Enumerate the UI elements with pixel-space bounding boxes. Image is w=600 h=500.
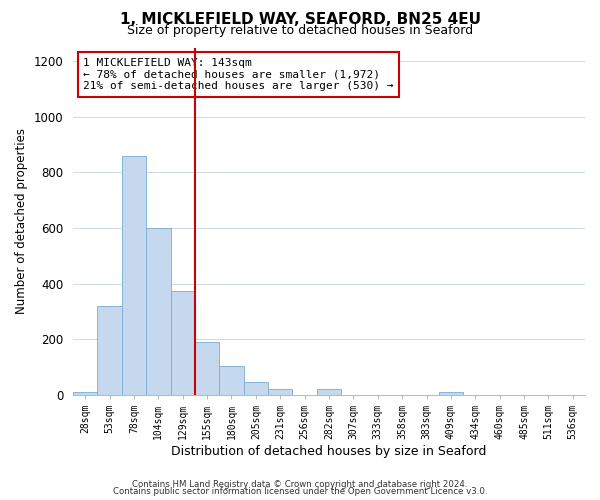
Text: 1 MICKLEFIELD WAY: 143sqm
← 78% of detached houses are smaller (1,972)
21% of se: 1 MICKLEFIELD WAY: 143sqm ← 78% of detac… [83,58,394,91]
Text: Contains public sector information licensed under the Open Government Licence v3: Contains public sector information licen… [113,488,487,496]
Y-axis label: Number of detached properties: Number of detached properties [15,128,28,314]
Text: Contains HM Land Registry data © Crown copyright and database right 2024.: Contains HM Land Registry data © Crown c… [132,480,468,489]
Bar [146,228,170,394]
Bar [317,389,341,394]
Bar [170,290,195,395]
Bar [244,382,268,394]
Bar [97,306,122,394]
Bar [122,156,146,394]
Bar [73,392,97,394]
Bar [268,389,292,394]
Text: 1, MICKLEFIELD WAY, SEAFORD, BN25 4EU: 1, MICKLEFIELD WAY, SEAFORD, BN25 4EU [119,12,481,28]
Bar [195,342,220,394]
Text: Size of property relative to detached houses in Seaford: Size of property relative to detached ho… [127,24,473,37]
Bar [220,366,244,394]
X-axis label: Distribution of detached houses by size in Seaford: Distribution of detached houses by size … [172,444,487,458]
Bar [439,392,463,394]
